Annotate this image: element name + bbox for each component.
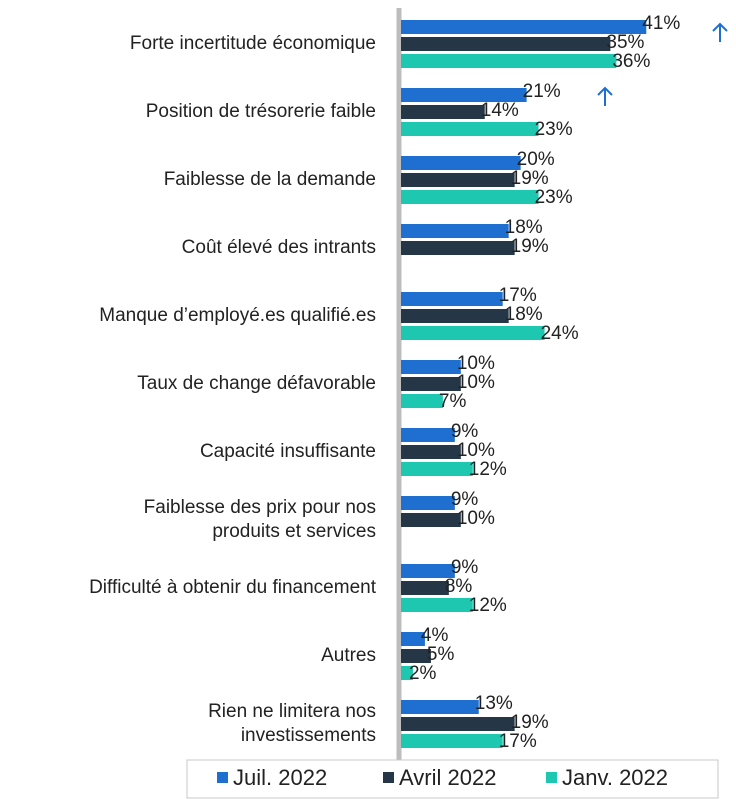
value-label: 9% [451, 421, 479, 442]
bar [401, 462, 473, 476]
up-arrow [712, 22, 728, 42]
category-label: Capacité insuffisante [199, 441, 376, 462]
value-label: 8% [445, 576, 473, 597]
bar [401, 105, 485, 119]
value-label: 24% [541, 323, 579, 344]
bar [401, 581, 449, 595]
value-label: 12% [469, 595, 507, 616]
legend-swatch [546, 772, 557, 783]
value-label: 7% [439, 391, 467, 412]
bar [401, 309, 509, 323]
bar [401, 88, 527, 102]
bar [401, 649, 431, 663]
bar [401, 632, 425, 646]
value-label: 4% [421, 625, 449, 646]
value-label: 20% [517, 149, 555, 170]
bar [401, 360, 461, 374]
bar [401, 394, 443, 408]
category-label: Rien ne limitera nos investissements [208, 701, 376, 746]
bar [401, 598, 473, 612]
category-label: Taux de change défavorable [137, 373, 376, 394]
bar [401, 700, 479, 714]
value-label: 17% [499, 731, 537, 752]
bar [401, 326, 545, 340]
bar [401, 292, 503, 306]
value-label: 21% [523, 81, 561, 102]
up-arrow [597, 86, 613, 106]
value-label: 18% [505, 217, 543, 238]
value-label: 9% [451, 557, 479, 578]
value-label: 13% [475, 693, 513, 714]
bar [401, 513, 461, 527]
bar [401, 37, 611, 51]
bar [401, 445, 461, 459]
legend-box [186, 759, 719, 799]
bar [401, 54, 617, 68]
category-label: Manque d’employé.es qualifié.es [99, 305, 376, 326]
bar [401, 190, 539, 204]
legend-label: Janv. 2022 [562, 765, 668, 790]
category-label: Coût élevé des intrants [181, 237, 376, 258]
value-label: 10% [457, 372, 495, 393]
bar [401, 122, 539, 136]
value-label: 14% [481, 100, 519, 121]
value-label: 17% [499, 285, 537, 306]
category-label: Autres [321, 645, 376, 666]
bar [401, 156, 521, 170]
bar [401, 20, 647, 34]
bar [401, 666, 413, 680]
value-label: 10% [457, 508, 495, 529]
category-label: Difficulté à obtenir du financement [89, 577, 376, 598]
value-label: 41% [642, 13, 680, 34]
bar [401, 717, 515, 731]
legend-label: Avril 2022 [399, 765, 496, 790]
value-label: 19% [511, 712, 549, 733]
category-label: Faiblesse des prix pour nos produits et … [143, 497, 376, 542]
bar [401, 734, 503, 748]
bar [401, 496, 455, 510]
legend-swatch [383, 772, 394, 783]
value-label: 19% [511, 168, 549, 189]
bar [401, 377, 461, 391]
value-label: 9% [451, 489, 479, 510]
value-label: 10% [457, 353, 495, 374]
bar [401, 224, 509, 238]
category-label: Faiblesse de la demande [163, 169, 376, 190]
bar [401, 173, 515, 187]
category-label: Forte incertitude économique [129, 33, 376, 54]
value-label: 35% [606, 32, 644, 53]
value-label: 23% [535, 119, 573, 140]
value-label: 18% [505, 304, 543, 325]
value-label: 12% [469, 459, 507, 480]
legend-label: Juil. 2022 [233, 765, 327, 790]
legend-swatch [217, 772, 228, 783]
value-label: 10% [457, 440, 495, 461]
value-label: 5% [427, 644, 455, 665]
category-label: Position de trésorerie faible [145, 101, 376, 122]
value-label: 19% [511, 236, 549, 257]
value-label: 36% [612, 51, 650, 72]
value-label: 23% [535, 187, 573, 208]
bar [401, 241, 515, 255]
value-label: 2% [409, 663, 437, 684]
bar [401, 564, 455, 578]
bar [401, 428, 455, 442]
